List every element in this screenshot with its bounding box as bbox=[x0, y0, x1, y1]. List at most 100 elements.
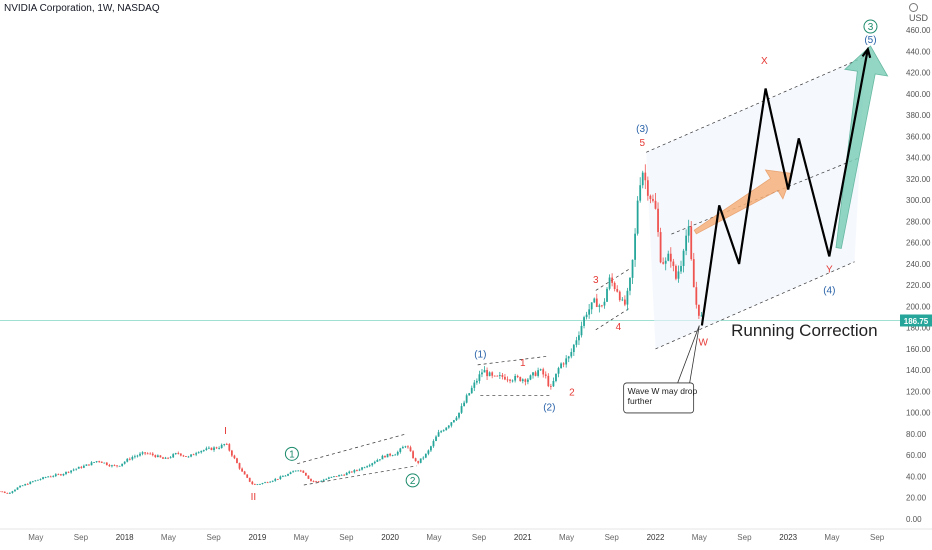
candle bbox=[134, 456, 136, 458]
candle bbox=[491, 372, 494, 376]
channel-line-main bbox=[671, 157, 860, 235]
candle bbox=[460, 406, 463, 413]
candle bbox=[644, 172, 647, 181]
candle bbox=[588, 309, 591, 315]
y-tick-label: 0.00 bbox=[906, 515, 922, 524]
candle bbox=[394, 454, 397, 456]
candle bbox=[623, 299, 626, 305]
candle bbox=[519, 377, 522, 382]
candle bbox=[100, 461, 103, 463]
y-tick-label: 300.00 bbox=[906, 196, 931, 205]
candle bbox=[695, 287, 698, 305]
candle bbox=[447, 425, 450, 428]
candle bbox=[603, 301, 606, 306]
candle bbox=[636, 200, 639, 234]
candle bbox=[547, 375, 550, 387]
candle bbox=[381, 455, 384, 460]
candle bbox=[312, 480, 315, 482]
wave-label: (1) bbox=[474, 349, 486, 360]
candle bbox=[52, 476, 55, 477]
x-tick-label: 2019 bbox=[249, 533, 267, 542]
candle bbox=[504, 376, 506, 380]
candle bbox=[330, 476, 333, 478]
candle bbox=[690, 226, 693, 260]
wave-label: (3) bbox=[636, 124, 648, 135]
candle bbox=[552, 380, 555, 387]
candle bbox=[435, 436, 437, 442]
candle bbox=[473, 382, 476, 388]
candle bbox=[284, 475, 287, 477]
candle bbox=[340, 474, 343, 476]
candle bbox=[442, 430, 445, 432]
candle bbox=[126, 458, 129, 462]
candle bbox=[572, 344, 575, 353]
candle bbox=[103, 462, 106, 464]
candle bbox=[486, 370, 488, 377]
currency-badge[interactable]: USD bbox=[909, 3, 932, 23]
candle bbox=[200, 450, 203, 453]
candle bbox=[80, 466, 83, 468]
candle bbox=[317, 481, 320, 483]
candles bbox=[0, 164, 703, 494]
y-tick-label: 380.00 bbox=[906, 111, 931, 120]
candle bbox=[527, 379, 529, 382]
channel-line-wave-2021 bbox=[595, 308, 630, 331]
candle bbox=[256, 484, 259, 486]
currency-label: USD bbox=[909, 13, 929, 23]
candle bbox=[659, 232, 662, 263]
candle bbox=[185, 456, 187, 457]
candle bbox=[353, 470, 356, 473]
x-tick-label: 2020 bbox=[381, 533, 399, 542]
candle bbox=[327, 477, 330, 479]
candle bbox=[682, 250, 685, 267]
candle bbox=[621, 299, 624, 301]
candle bbox=[177, 453, 180, 454]
candle bbox=[159, 455, 162, 458]
candle bbox=[315, 481, 317, 483]
candle bbox=[366, 466, 369, 468]
candle bbox=[692, 259, 695, 288]
candle bbox=[343, 474, 346, 476]
candle bbox=[363, 467, 366, 469]
candle bbox=[544, 374, 547, 376]
orange-projection-arrow bbox=[693, 169, 793, 235]
candle bbox=[187, 456, 190, 458]
candle bbox=[356, 470, 358, 471]
candle bbox=[259, 483, 261, 485]
candle bbox=[657, 208, 659, 233]
x-tick-label: Sep bbox=[472, 533, 487, 542]
candle bbox=[493, 375, 496, 377]
candle bbox=[65, 471, 67, 474]
candle bbox=[179, 453, 182, 456]
candle bbox=[146, 453, 149, 455]
candle bbox=[77, 466, 80, 469]
channel-line-main bbox=[655, 261, 855, 350]
candle bbox=[616, 289, 619, 292]
projection-overlays bbox=[693, 45, 889, 326]
candle bbox=[44, 477, 47, 479]
candle bbox=[501, 375, 504, 377]
callout-box bbox=[623, 382, 695, 414]
wave-label: Y bbox=[826, 264, 833, 275]
candle bbox=[3, 491, 6, 493]
candle bbox=[264, 482, 266, 484]
candle bbox=[483, 370, 486, 373]
candle bbox=[560, 363, 562, 369]
candle bbox=[246, 474, 249, 478]
candle bbox=[664, 260, 667, 264]
candle bbox=[271, 480, 274, 482]
candle bbox=[195, 453, 198, 455]
candle bbox=[167, 457, 169, 459]
candle bbox=[412, 451, 414, 459]
candle bbox=[297, 470, 300, 472]
candle bbox=[496, 375, 499, 377]
candle bbox=[626, 290, 629, 305]
y-tick-label: 400.00 bbox=[906, 90, 931, 99]
candle bbox=[210, 447, 213, 451]
candle bbox=[230, 450, 233, 456]
candle bbox=[236, 458, 238, 464]
candle bbox=[131, 457, 134, 460]
y-tick-label: 220.00 bbox=[906, 281, 931, 290]
